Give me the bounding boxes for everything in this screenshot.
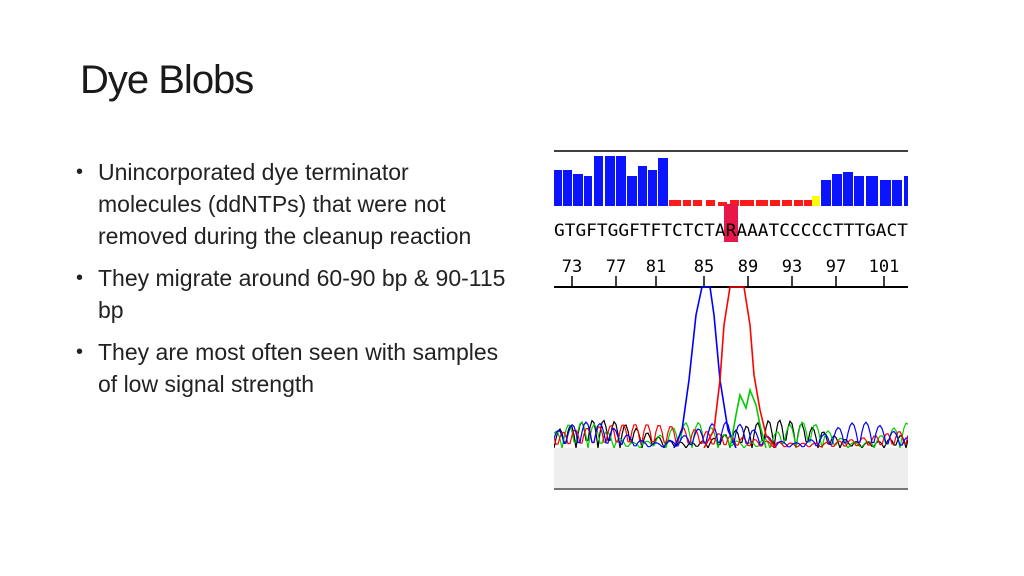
quality-bar [866,176,878,206]
position-tick-label: 73 [562,257,582,277]
quality-bars [554,156,908,206]
quality-bar [563,170,572,206]
quality-bar [594,156,603,206]
quality-bar [804,200,812,206]
bullet-item: • Unincorporated dye terminator molecule… [72,156,512,252]
quality-bar [573,174,583,206]
quality-bar [756,200,768,206]
quality-bar [812,196,820,206]
traces [554,286,908,451]
position-tick-label: 77 [606,257,626,277]
quality-bar [648,170,657,206]
quality-bar [854,176,864,206]
lower-panel [554,448,908,488]
quality-bar [683,200,691,206]
position-tick-label: 81 [646,257,666,277]
blob-peak-green [729,387,767,449]
position-tick-label: 89 [738,257,758,277]
quality-bar [638,166,647,206]
quality-bar [693,200,702,206]
bullet-list: • Unincorporated dye terminator molecule… [72,156,512,410]
bullet-text: They migrate around 60-90 bp & 90-115 bp [98,265,506,323]
blob-peak-red [703,286,777,449]
bullet-dot-icon: • [76,341,84,363]
quality-bar [616,156,626,206]
quality-bar [706,200,715,206]
quality-bar [880,180,891,206]
bullet-dot-icon: • [76,267,84,289]
highlight-marker [724,204,738,242]
position-tick-label: 85 [694,257,714,277]
position-ticks: 73 77 81 85 89 93 97 101 [562,257,900,287]
quality-bar [904,176,908,206]
quality-bar [782,200,792,206]
blob-peak-blue [673,286,737,449]
quality-bar [794,200,803,206]
position-tick-label: 93 [782,257,802,277]
quality-bar [832,174,842,206]
quality-bar [843,172,853,206]
quality-bar [892,180,902,206]
quality-bar [821,180,831,206]
sequence-text: GTGFTGGFTFTCTCTARAAATCCCCCTTTGACT [554,221,908,241]
position-tick-label: 97 [826,257,846,277]
quality-bar [554,170,562,206]
quality-bar [740,200,754,206]
position-tick-label: 101 [869,257,900,277]
quality-bar [718,202,727,206]
bullet-text: They are most often seen with samples of… [98,339,499,397]
quality-bar [770,200,780,206]
quality-bar [658,158,668,206]
quality-bar [627,176,637,206]
bullet-item: • They are most often seen with samples … [72,336,512,400]
slide-title: Dye Blobs [80,58,254,102]
quality-bar [584,176,592,206]
bullet-dot-icon: • [76,161,84,183]
quality-bar [730,200,739,206]
chromatogram-image: GTGFTGGFTFTCTCTARAAATCCCCCTTTGACT 73 77 81… [554,150,908,492]
bullet-item: • They migrate around 60-90 bp & 90-115 … [72,262,512,326]
quality-bar [669,200,681,206]
bullet-text: Unincorporated dye terminator molecules … [98,159,472,249]
quality-bar [605,156,615,206]
